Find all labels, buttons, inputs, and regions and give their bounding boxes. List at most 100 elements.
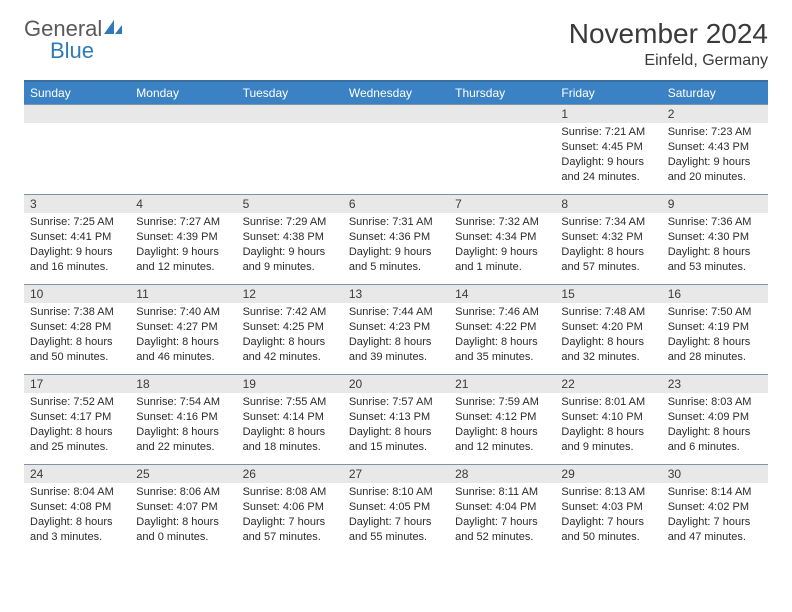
day-number-empty [449,105,555,123]
calendar-cell [130,105,236,195]
day-sunset: Sunset: 4:07 PM [136,500,230,515]
calendar-cell: 2Sunrise: 7:23 AMSunset: 4:43 PMDaylight… [662,105,768,195]
day-number-empty [24,105,130,123]
day-daylight: Daylight: 7 hours and 57 minutes. [243,515,337,545]
calendar-head: SundayMondayTuesdayWednesdayThursdayFrid… [24,81,768,105]
day-sunset: Sunset: 4:08 PM [30,500,124,515]
day-daylight: Daylight: 7 hours and 47 minutes. [668,515,762,545]
calendar-cell: 3Sunrise: 7:25 AMSunset: 4:41 PMDaylight… [24,195,130,285]
calendar-cell: 9Sunrise: 7:36 AMSunset: 4:30 PMDaylight… [662,195,768,285]
day-sunrise: Sunrise: 8:04 AM [30,485,124,500]
day-sunrise: Sunrise: 7:52 AM [30,395,124,410]
day-number: 20 [343,375,449,393]
day-sunrise: Sunrise: 7:27 AM [136,215,230,230]
day-daylight: Daylight: 9 hours and 5 minutes. [349,245,443,275]
day-sunrise: Sunrise: 7:55 AM [243,395,337,410]
brand-word2: Blue [50,40,124,62]
day-number: 7 [449,195,555,213]
title-block: November 2024 Einfeld, Germany [569,18,768,70]
calendar-cell: 11Sunrise: 7:40 AMSunset: 4:27 PMDayligh… [130,285,236,375]
day-sunrise: Sunrise: 7:31 AM [349,215,443,230]
day-sunset: Sunset: 4:17 PM [30,410,124,425]
day-number: 18 [130,375,236,393]
calendar-week: 10Sunrise: 7:38 AMSunset: 4:28 PMDayligh… [24,285,768,375]
day-number: 26 [237,465,343,483]
calendar-cell [237,105,343,195]
day-sunset: Sunset: 4:03 PM [561,500,655,515]
weekday-header: Monday [130,81,236,105]
calendar-cell: 14Sunrise: 7:46 AMSunset: 4:22 PMDayligh… [449,285,555,375]
day-sunrise: Sunrise: 7:50 AM [668,305,762,320]
day-number: 6 [343,195,449,213]
day-daylight: Daylight: 9 hours and 20 minutes. [668,155,762,185]
day-daylight: Daylight: 8 hours and 18 minutes. [243,425,337,455]
day-sunset: Sunset: 4:06 PM [243,500,337,515]
day-data: Sunrise: 7:34 AMSunset: 4:32 PMDaylight:… [555,213,661,278]
month-title: November 2024 [569,18,768,50]
day-sunrise: Sunrise: 7:34 AM [561,215,655,230]
day-data: Sunrise: 8:08 AMSunset: 4:06 PMDaylight:… [237,483,343,548]
day-daylight: Daylight: 8 hours and 57 minutes. [561,245,655,275]
day-sunset: Sunset: 4:04 PM [455,500,549,515]
day-data: Sunrise: 7:55 AMSunset: 4:14 PMDaylight:… [237,393,343,458]
day-number: 29 [555,465,661,483]
calendar-week: 3Sunrise: 7:25 AMSunset: 4:41 PMDaylight… [24,195,768,285]
day-sunrise: Sunrise: 8:01 AM [561,395,655,410]
day-daylight: Daylight: 8 hours and 25 minutes. [30,425,124,455]
day-data: Sunrise: 7:42 AMSunset: 4:25 PMDaylight:… [237,303,343,368]
day-data: Sunrise: 7:50 AMSunset: 4:19 PMDaylight:… [662,303,768,368]
day-daylight: Daylight: 7 hours and 52 minutes. [455,515,549,545]
calendar-body: 1Sunrise: 7:21 AMSunset: 4:45 PMDaylight… [24,105,768,555]
day-data: Sunrise: 8:01 AMSunset: 4:10 PMDaylight:… [555,393,661,458]
calendar-week: 17Sunrise: 7:52 AMSunset: 4:17 PMDayligh… [24,375,768,465]
day-sunset: Sunset: 4:38 PM [243,230,337,245]
day-data: Sunrise: 7:54 AMSunset: 4:16 PMDaylight:… [130,393,236,458]
day-data: Sunrise: 8:14 AMSunset: 4:02 PMDaylight:… [662,483,768,548]
day-data: Sunrise: 7:46 AMSunset: 4:22 PMDaylight:… [449,303,555,368]
day-sunrise: Sunrise: 7:36 AM [668,215,762,230]
day-number: 22 [555,375,661,393]
weekday-header: Tuesday [237,81,343,105]
day-data: Sunrise: 8:13 AMSunset: 4:03 PMDaylight:… [555,483,661,548]
day-sunrise: Sunrise: 7:54 AM [136,395,230,410]
day-daylight: Daylight: 8 hours and 6 minutes. [668,425,762,455]
day-number: 9 [662,195,768,213]
day-data: Sunrise: 7:31 AMSunset: 4:36 PMDaylight:… [343,213,449,278]
location-label: Einfeld, Germany [569,52,768,70]
day-number: 4 [130,195,236,213]
day-sunset: Sunset: 4:23 PM [349,320,443,335]
day-daylight: Daylight: 8 hours and 3 minutes. [30,515,124,545]
day-sunrise: Sunrise: 8:10 AM [349,485,443,500]
day-daylight: Daylight: 8 hours and 15 minutes. [349,425,443,455]
weekday-header: Saturday [662,81,768,105]
day-sunrise: Sunrise: 7:29 AM [243,215,337,230]
day-daylight: Daylight: 8 hours and 32 minutes. [561,335,655,365]
day-number: 30 [662,465,768,483]
day-daylight: Daylight: 8 hours and 53 minutes. [668,245,762,275]
day-sunset: Sunset: 4:45 PM [561,140,655,155]
weekday-header: Wednesday [343,81,449,105]
calendar-cell: 20Sunrise: 7:57 AMSunset: 4:13 PMDayligh… [343,375,449,465]
day-sunrise: Sunrise: 7:25 AM [30,215,124,230]
calendar-cell: 21Sunrise: 7:59 AMSunset: 4:12 PMDayligh… [449,375,555,465]
calendar-cell: 12Sunrise: 7:42 AMSunset: 4:25 PMDayligh… [237,285,343,375]
day-data: Sunrise: 7:21 AMSunset: 4:45 PMDaylight:… [555,123,661,188]
weekday-row: SundayMondayTuesdayWednesdayThursdayFrid… [24,81,768,105]
day-data: Sunrise: 8:06 AMSunset: 4:07 PMDaylight:… [130,483,236,548]
day-sunset: Sunset: 4:16 PM [136,410,230,425]
day-data: Sunrise: 7:29 AMSunset: 4:38 PMDaylight:… [237,213,343,278]
day-sunset: Sunset: 4:32 PM [561,230,655,245]
day-sunrise: Sunrise: 8:03 AM [668,395,762,410]
day-data: Sunrise: 7:59 AMSunset: 4:12 PMDaylight:… [449,393,555,458]
weekday-header: Thursday [449,81,555,105]
day-sunrise: Sunrise: 7:46 AM [455,305,549,320]
day-sunset: Sunset: 4:10 PM [561,410,655,425]
day-sunrise: Sunrise: 7:59 AM [455,395,549,410]
calendar-cell: 19Sunrise: 7:55 AMSunset: 4:14 PMDayligh… [237,375,343,465]
day-sunset: Sunset: 4:39 PM [136,230,230,245]
day-sunset: Sunset: 4:27 PM [136,320,230,335]
day-data: Sunrise: 8:10 AMSunset: 4:05 PMDaylight:… [343,483,449,548]
day-data: Sunrise: 7:40 AMSunset: 4:27 PMDaylight:… [130,303,236,368]
day-daylight: Daylight: 8 hours and 22 minutes. [136,425,230,455]
calendar-cell: 23Sunrise: 8:03 AMSunset: 4:09 PMDayligh… [662,375,768,465]
